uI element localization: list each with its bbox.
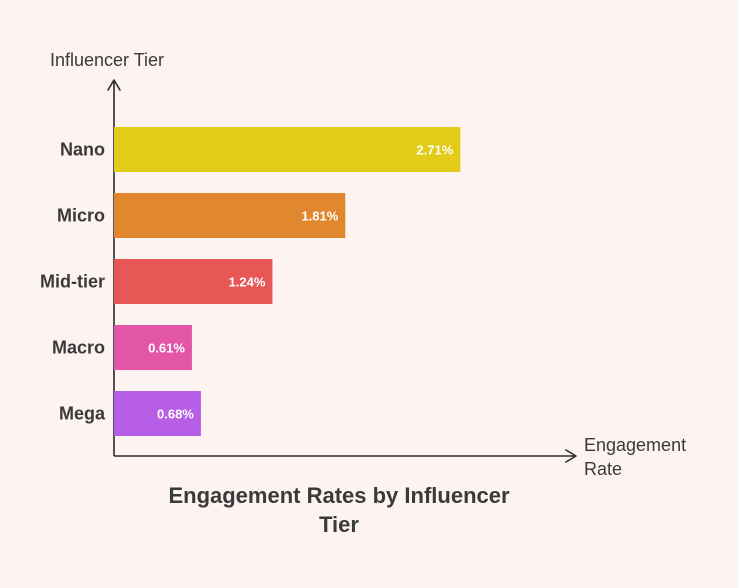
bar-value-label: 2.71% — [416, 143, 453, 158]
x-axis-title-line-1: Engagement — [584, 435, 686, 455]
category-tick-label: Mega — [59, 404, 106, 424]
bar-nano — [114, 127, 461, 172]
chart-title-line-1: Engagement Rates by Influencer — [168, 483, 510, 508]
bar-mid-tier — [114, 259, 273, 304]
y-axis-arrow-icon — [107, 79, 121, 91]
bar-value-label: 0.68% — [157, 407, 194, 422]
bars-group: 2.71% Nano 1.81% Micro 1.24% Mid-tier 0.61% Mac… — [40, 127, 461, 436]
category-tick-label: Micro — [57, 206, 105, 226]
bar-value-label: 0.61% — [148, 341, 185, 356]
category-tick-label: Macro — [52, 338, 105, 358]
category-tick-label: Nano — [60, 140, 105, 160]
x-axis-arrow-icon — [565, 449, 577, 463]
x-axis-title-line-2: Rate — [584, 459, 622, 479]
bar-value-label: 1.24% — [229, 275, 266, 290]
bar-micro — [114, 193, 346, 238]
bar-mega — [114, 391, 201, 436]
category-tick-label: Mid-tier — [40, 272, 105, 292]
bar-macro — [114, 325, 192, 370]
chart-title-line-2: Tier — [319, 512, 359, 537]
bar-value-label: 1.81% — [301, 209, 338, 224]
y-axis-title: Influencer Tier — [50, 50, 164, 70]
